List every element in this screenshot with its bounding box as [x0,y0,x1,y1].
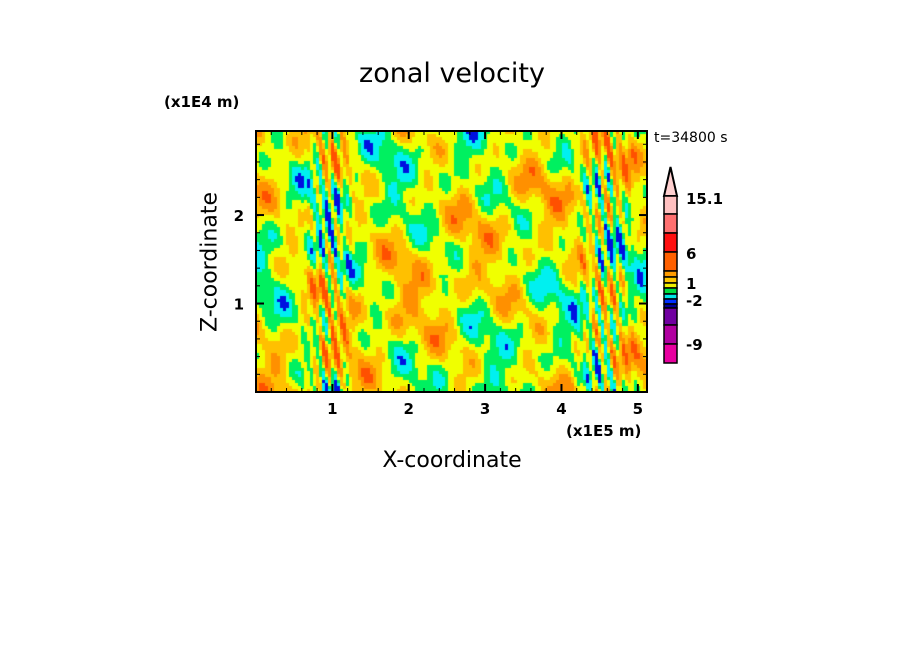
x-axis-unit: (x1E5 m) [566,422,642,440]
colorbar-extension-triangle [662,166,679,197]
colorbar-box [663,324,678,345]
z-tick-label: 1 [234,296,244,314]
colorbar-box [663,307,678,326]
colorbar-box [663,343,678,364]
colorbar-box [663,276,678,284]
time-label: t=34800 s [654,130,728,146]
x-tick-label: 4 [556,400,566,418]
colorbar-box [663,213,678,234]
x-tick-label: 2 [404,400,414,418]
z-tick-label: 2 [234,207,244,225]
x-tick-label: 5 [633,400,643,418]
colorbar-label: 15.1 [686,190,723,208]
colorbar-box [663,251,678,272]
colorbar-box [663,287,678,295]
colorbar-label: 6 [686,245,696,263]
x-tick-label: 1 [327,400,337,418]
colorbar-label: -2 [686,292,703,310]
plot-frame [255,130,648,393]
colorbar-box [663,195,678,215]
velocity-field [256,131,647,392]
x-tick-label: 3 [480,400,490,418]
z-axis-unit: (x1E4 m) [164,93,240,111]
colorbar-label: 1 [686,275,696,293]
colorbar-box [663,270,678,278]
x-axis-label: X-coordinate [382,448,522,473]
colorbar-label: -9 [686,336,703,354]
colorbar-box [663,232,678,253]
chart-title: zonal velocity [359,58,545,89]
